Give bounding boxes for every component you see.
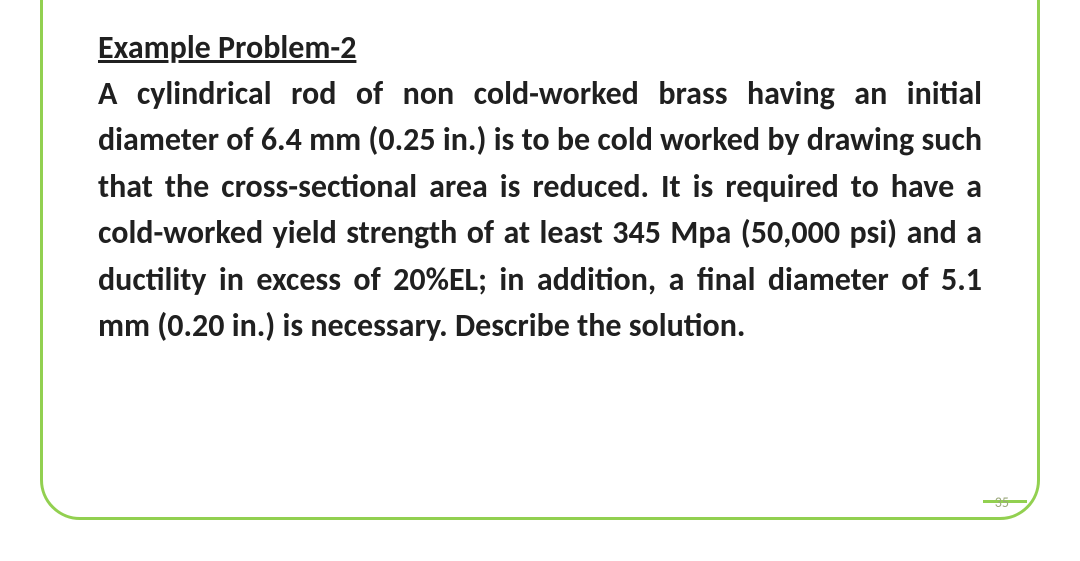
page-number: 35 [995,494,1009,511]
problem-body: A cylindrical rod of non cold-worked bra… [98,71,982,349]
example-title: Example Problem-2 [98,28,982,67]
slide-frame: Example Problem-2 A cylindrical rod of n… [40,0,1040,520]
